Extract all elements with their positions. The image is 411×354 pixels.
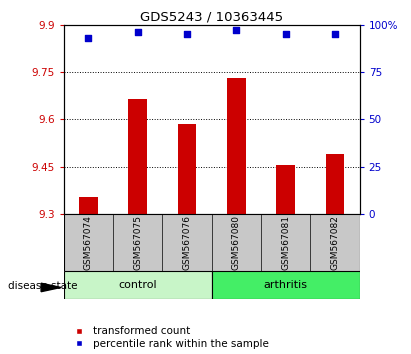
Bar bbox=[326, 154, 344, 214]
Bar bbox=[128, 99, 147, 214]
FancyBboxPatch shape bbox=[64, 214, 360, 271]
Point bbox=[233, 28, 240, 33]
Point bbox=[134, 29, 141, 35]
Point bbox=[184, 32, 190, 37]
Bar bbox=[79, 197, 98, 214]
FancyBboxPatch shape bbox=[64, 271, 212, 299]
Title: GDS5243 / 10363445: GDS5243 / 10363445 bbox=[140, 11, 283, 24]
Legend: transformed count, percentile rank within the sample: transformed count, percentile rank withi… bbox=[69, 326, 269, 349]
Text: GSM567082: GSM567082 bbox=[330, 215, 339, 270]
Point bbox=[85, 35, 92, 41]
Text: arthritis: arthritis bbox=[263, 280, 308, 290]
Text: GSM567074: GSM567074 bbox=[84, 215, 93, 270]
Text: GSM567081: GSM567081 bbox=[281, 215, 290, 270]
Bar bbox=[178, 124, 196, 214]
Text: GSM567075: GSM567075 bbox=[133, 215, 142, 270]
Text: control: control bbox=[118, 280, 157, 290]
Text: disease state: disease state bbox=[8, 281, 78, 291]
Bar bbox=[276, 165, 295, 214]
FancyBboxPatch shape bbox=[212, 271, 360, 299]
Point bbox=[332, 32, 338, 37]
Point bbox=[282, 32, 289, 37]
Text: GSM567080: GSM567080 bbox=[232, 215, 241, 270]
Bar bbox=[227, 79, 246, 214]
Text: GSM567076: GSM567076 bbox=[182, 215, 192, 270]
